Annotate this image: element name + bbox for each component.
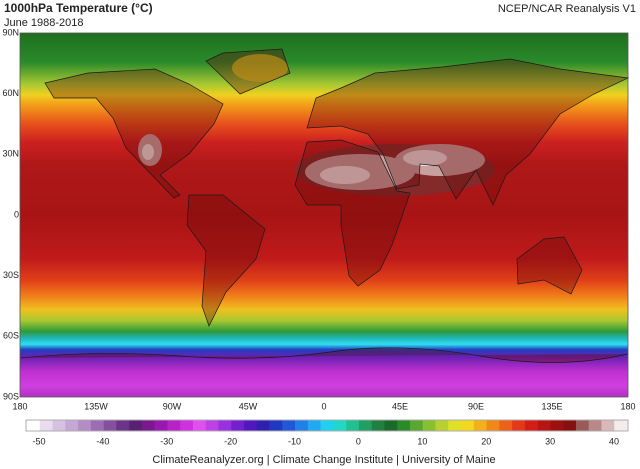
colorbar-tick-label: 20 xyxy=(481,436,491,446)
source: NCEP/NCAR Reanalysis V1 xyxy=(498,3,636,15)
colorbar-cell xyxy=(512,421,525,431)
colorbar-cell xyxy=(295,421,308,431)
colorbar-cell xyxy=(78,421,91,431)
colorbar-cell xyxy=(129,421,142,431)
colorbar-cell xyxy=(499,421,512,431)
lat-label: 30S xyxy=(3,270,19,280)
lon-label: 0 xyxy=(321,401,326,411)
colorbar-cell xyxy=(91,421,104,431)
colorbar-cell xyxy=(346,421,359,431)
colorbar-cell xyxy=(576,421,589,431)
colorbar-cell xyxy=(423,421,436,431)
colorbar-cell xyxy=(563,421,576,431)
colorbar-cell xyxy=(308,421,321,431)
lon-label: 180 xyxy=(620,401,635,411)
colorbar-tick-label: 40 xyxy=(609,436,619,446)
lon-label: 45E xyxy=(392,401,408,411)
colorbar-cell xyxy=(40,421,53,431)
colorbar-cell xyxy=(487,421,500,431)
colorbar-cell xyxy=(104,421,117,431)
colorbar-cell xyxy=(244,421,257,431)
colorbar-cell xyxy=(397,421,410,431)
colorbar-cell xyxy=(525,421,538,431)
colorbar-tick-label: -50 xyxy=(32,436,45,446)
lat-label: 60S xyxy=(3,331,19,341)
colorbar-cell xyxy=(410,421,423,431)
lon-label: 180 xyxy=(12,401,27,411)
colorbar-cell xyxy=(116,421,129,431)
colorbar-cell xyxy=(461,421,474,431)
title: 1000hPa Temperature (°C) xyxy=(4,1,153,15)
colorbar-cell xyxy=(474,421,487,431)
colorbar-cell xyxy=(65,421,78,431)
colorbar-tick-label: 0 xyxy=(356,436,361,446)
colorbar-cell xyxy=(550,421,563,431)
map xyxy=(20,33,628,397)
footer: ClimateReanalyzer.org | Climate Change I… xyxy=(152,454,495,466)
colorbar-cell xyxy=(231,421,244,431)
colorbar-tick-label: -30 xyxy=(160,436,173,446)
colorbar-cell xyxy=(206,421,219,431)
colorbar-tick-label: 10 xyxy=(417,436,427,446)
colorbar-cell xyxy=(436,421,449,431)
colorbar-tick-label: -20 xyxy=(224,436,237,446)
lat-label: 0 xyxy=(14,209,19,219)
lon-label: 90W xyxy=(163,401,182,411)
lon-label: 135W xyxy=(84,401,108,411)
colorbar-cell xyxy=(53,421,66,431)
colorbar-tick-label: -40 xyxy=(96,436,109,446)
colorbar-cell xyxy=(333,421,346,431)
colorbar-cell xyxy=(270,421,283,431)
lat-label: 30N xyxy=(2,149,19,159)
colorbar-cell xyxy=(282,421,295,431)
colorbar-tick-label: 30 xyxy=(545,436,555,446)
lon-label: 90E xyxy=(468,401,484,411)
colorbar-tick-label: -10 xyxy=(288,436,301,446)
lon-label: 45W xyxy=(239,401,258,411)
colorbar-cell xyxy=(155,421,168,431)
colorbar-cell xyxy=(167,421,180,431)
colorbar-cell xyxy=(218,421,231,431)
colorbar-cell xyxy=(372,421,385,431)
colorbar-cell xyxy=(614,421,627,431)
colorbar-cell xyxy=(180,421,193,431)
lat-label: 90S xyxy=(3,391,19,401)
colorbar-cell xyxy=(589,421,602,431)
colorbar-cell xyxy=(601,421,614,431)
colorbar-cell xyxy=(448,421,461,431)
colorbar-cell xyxy=(27,421,40,431)
colorbar-cell xyxy=(359,421,372,431)
colorbar-cell xyxy=(257,421,270,431)
colorbar-cell xyxy=(538,421,551,431)
lat-label: 60N xyxy=(2,88,19,98)
colorbar-cell xyxy=(384,421,397,431)
colorbar-cell xyxy=(193,421,206,431)
colorbar-cell xyxy=(142,421,155,431)
lat-label: 90N xyxy=(2,27,19,37)
colorbar-cell xyxy=(321,421,334,431)
lon-label: 135E xyxy=(541,401,562,411)
